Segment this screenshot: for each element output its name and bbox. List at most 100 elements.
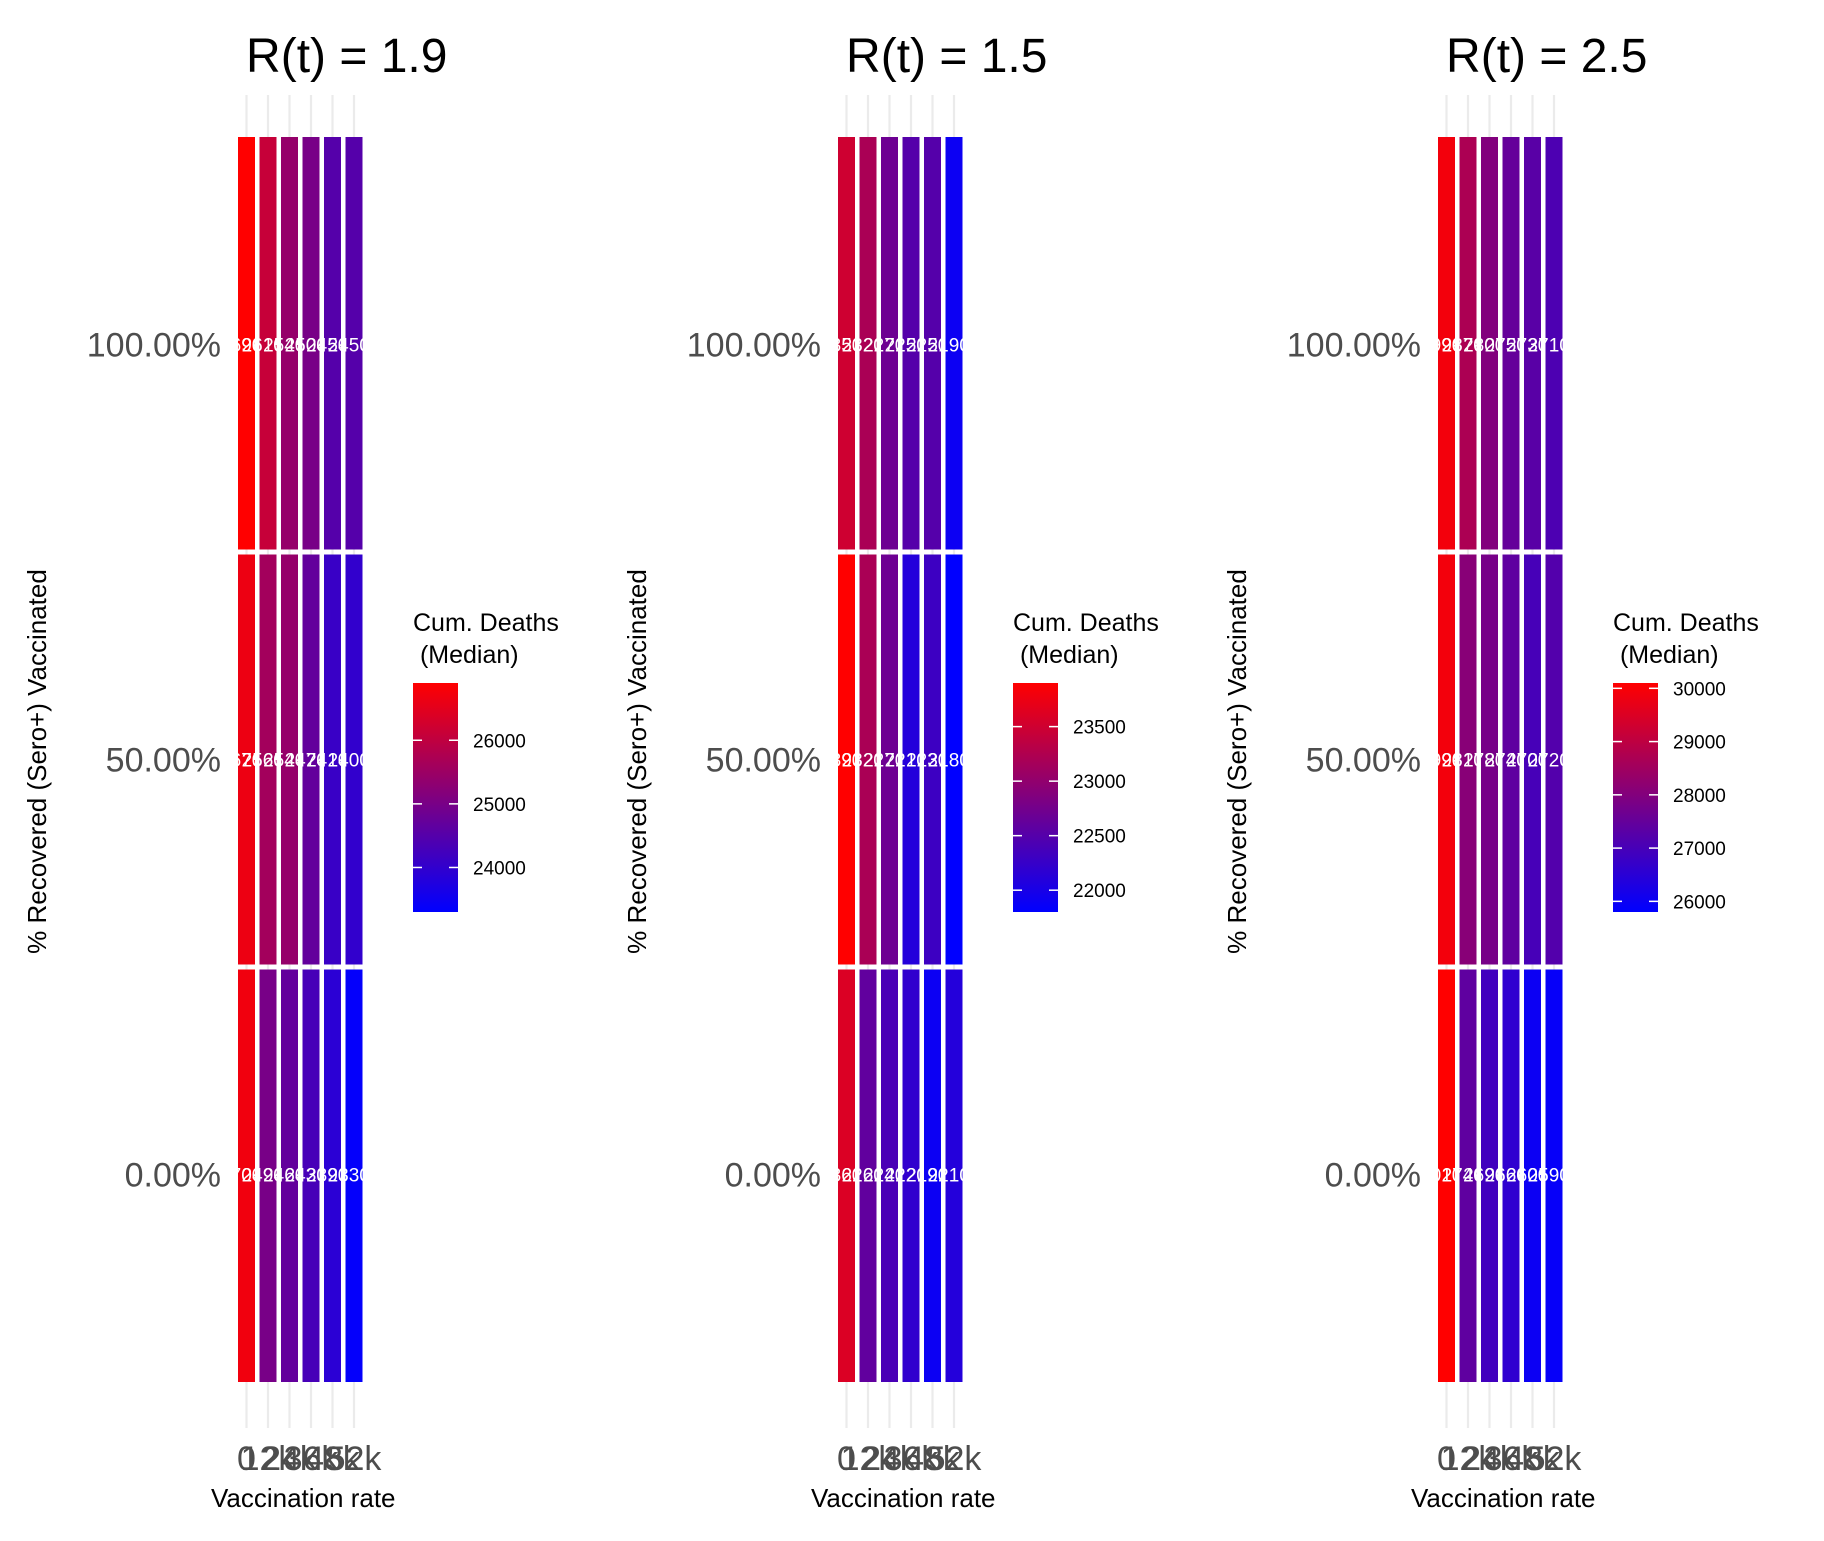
heatmap-cell	[281, 137, 298, 550]
x-tick-label: 12k	[1441, 1440, 1497, 1478]
x-tick-label: 48k	[905, 1440, 961, 1478]
cell-value-label: 27100	[1528, 336, 1581, 357]
x-tick-label: 52k	[327, 1440, 383, 1478]
heatmap-cell	[259, 554, 277, 965]
panel-title: R(t) = 2.5	[1446, 30, 1647, 83]
cell-value-label: 23300	[328, 1166, 381, 1187]
legend-colorbar	[1613, 683, 1658, 912]
heatmap-cell	[302, 554, 320, 965]
heatmap-cell	[1459, 554, 1477, 965]
legend-title-line: (Median)	[1613, 641, 1719, 669]
x-tick-label: 52k	[1527, 1440, 1583, 1478]
y-tick-label: 100.00%	[687, 327, 821, 365]
panel-title: R(t) = 1.9	[246, 30, 447, 83]
heatmap-cell	[902, 969, 920, 1382]
heatmap-cell	[924, 969, 941, 1382]
y-tick-label: 50.00%	[1306, 742, 1421, 780]
legend-tick-label: 22000	[1073, 881, 1126, 902]
x-tick-label: 36k	[1484, 1440, 1540, 1478]
y-tick-label: 100.00%	[1287, 327, 1421, 365]
heatmap-cell	[945, 554, 963, 965]
x-tick-label: 24k	[862, 1440, 918, 1478]
heatmap-cell	[859, 137, 877, 550]
legend-tick-label: 25000	[473, 795, 526, 816]
cell-value-label: 21900	[928, 336, 981, 357]
heatmap-cell	[345, 137, 363, 550]
cell-value-label: 27200	[1528, 751, 1581, 772]
panel-title: R(t) = 1.5	[846, 30, 1047, 83]
legend-tick-label: 29000	[1673, 733, 1726, 754]
legend-title: Cum. Deaths (Median)	[413, 609, 559, 669]
heatmap-cell	[1438, 554, 1455, 965]
cell-value-label: 24000	[328, 751, 381, 772]
y-tick-label: 100.00%	[87, 327, 221, 365]
y-axis-label: % Recovered (Sero+) Vaccinated	[22, 569, 52, 954]
heatmap-cell	[881, 969, 898, 1382]
y-tick-label: 0.00%	[725, 1157, 821, 1195]
legend-title-line: Cum. Deaths	[1013, 609, 1159, 637]
heatmap-cell	[1545, 137, 1563, 550]
legend-title: Cum. Deaths (Median)	[1613, 609, 1759, 669]
heatmap-cell	[924, 137, 941, 550]
heatmap-cell	[924, 554, 941, 965]
heatmap-cell	[838, 554, 855, 965]
legend-title: Cum. Deaths (Median)	[1013, 609, 1159, 669]
heatmap-cell	[902, 554, 920, 965]
heatmap-cell	[345, 969, 363, 1382]
heatmap-cell	[881, 137, 898, 550]
x-tick-label: 48k	[305, 1440, 361, 1478]
heatmap-cell	[259, 969, 277, 1382]
heatmap-cell	[1459, 969, 1477, 1382]
cell-value-label: 22100	[928, 1166, 981, 1187]
legend-tick-label: 26000	[473, 731, 526, 752]
heatmap-cell	[838, 969, 855, 1382]
cell-value-label: 21800	[928, 751, 981, 772]
heatmap-cell	[1545, 554, 1563, 965]
legend-tick-label: 30000	[1673, 679, 1726, 700]
heatmap-cell	[1502, 137, 1520, 550]
x-tick-label: 12k	[841, 1440, 897, 1478]
x-tick-label: 36k	[884, 1440, 940, 1478]
heatmap-cell	[324, 137, 341, 550]
x-tick-label: 24k	[1462, 1440, 1518, 1478]
heatmap-cell	[281, 969, 298, 1382]
legend-title-line: Cum. Deaths	[413, 609, 559, 637]
heatmap-cell	[1481, 969, 1498, 1382]
heatmap-cell	[1545, 969, 1563, 1382]
legend-tick-label: 27000	[1673, 839, 1726, 860]
legend-tick-label: 22500	[1073, 827, 1126, 848]
y-tick-label: 0.00%	[1325, 1157, 1421, 1195]
heatmap-cell	[324, 554, 341, 965]
legend-title-line: (Median)	[413, 641, 519, 669]
legend-tick-label: 24000	[473, 858, 526, 879]
heatmap-cell	[238, 554, 255, 965]
heatmap-cell	[1502, 554, 1520, 965]
x-axis-label: Vaccination rate	[1411, 1483, 1596, 1513]
legend-colorbar	[1013, 683, 1058, 912]
heatmap-cell	[324, 969, 341, 1382]
y-axis-label: % Recovered (Sero+) Vaccinated	[622, 569, 652, 954]
legend-colorbar	[413, 683, 458, 912]
heatmap-cell	[1502, 969, 1520, 1382]
legend-tick-label: 26000	[1673, 892, 1726, 913]
heatmap-cell	[1481, 137, 1498, 550]
heatmap-cell	[281, 554, 298, 965]
heatmap-cell	[259, 137, 277, 550]
legend-tick-label: 23500	[1073, 718, 1126, 739]
x-tick-label: 0	[1437, 1440, 1456, 1478]
heatmap-cell	[345, 554, 363, 965]
x-axis-label: Vaccination rate	[811, 1483, 996, 1513]
heatmap-cell	[1438, 137, 1455, 550]
heatmap-cell	[1459, 137, 1477, 550]
y-tick-label: 50.00%	[106, 742, 221, 780]
cell-value-label: 24500	[328, 336, 381, 357]
panel-3: R(t) = 2.5301002740026900266002600025900…	[1222, 30, 1759, 1513]
heatmap-cell	[859, 554, 877, 965]
legend-tick-label: 23000	[1073, 772, 1126, 793]
legend-tick-label: 28000	[1673, 786, 1726, 807]
y-tick-label: 50.00%	[706, 742, 821, 780]
x-tick-label: 52k	[927, 1440, 983, 1478]
heatmap-cell	[945, 969, 963, 1382]
